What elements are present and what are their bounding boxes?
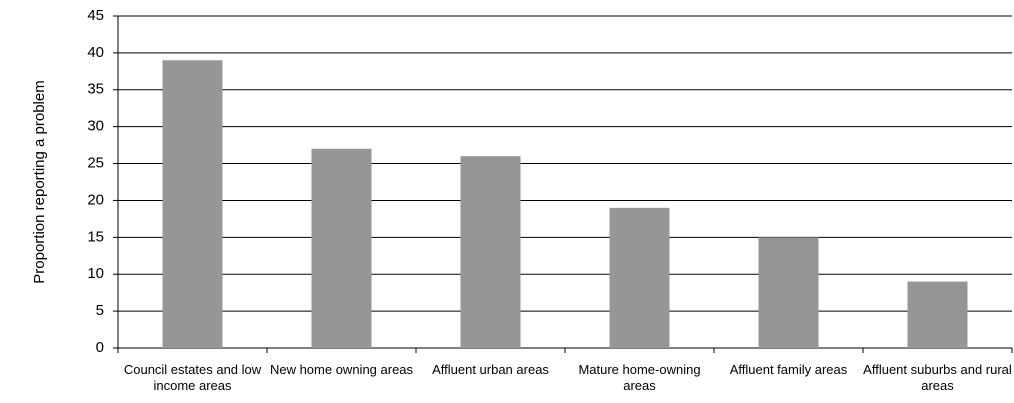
y-tick-label: 5 [96, 302, 104, 319]
y-tick-label: 10 [87, 265, 104, 282]
bar [460, 156, 521, 348]
y-tick-label: 20 [87, 191, 104, 208]
x-tick-label: Mature home-owning areas [578, 362, 701, 393]
x-tick-label: Affluent family areas [729, 362, 848, 377]
x-tick-label: Affluent urban areas [432, 362, 549, 377]
y-tick-label: 15 [87, 228, 104, 245]
x-tick-label: New home owning areas [269, 362, 414, 377]
y-tick-label: 0 [96, 339, 104, 356]
y-tick-label: 45 [87, 7, 104, 24]
y-tick-label: 40 [87, 44, 104, 61]
y-tick-label: 30 [87, 118, 104, 135]
bar [609, 207, 670, 348]
x-tick-label: Affluent suburbs and rural areas [863, 362, 1012, 393]
y-tick-label: 35 [87, 81, 104, 98]
bar [758, 237, 819, 348]
bar [907, 281, 968, 348]
x-tick-label: Council estates and low income areas [123, 362, 262, 393]
y-tick-label: 25 [87, 155, 104, 172]
y-axis-label: Proportion reporting a problem [31, 80, 48, 283]
bar [162, 60, 223, 349]
bar [311, 148, 372, 348]
